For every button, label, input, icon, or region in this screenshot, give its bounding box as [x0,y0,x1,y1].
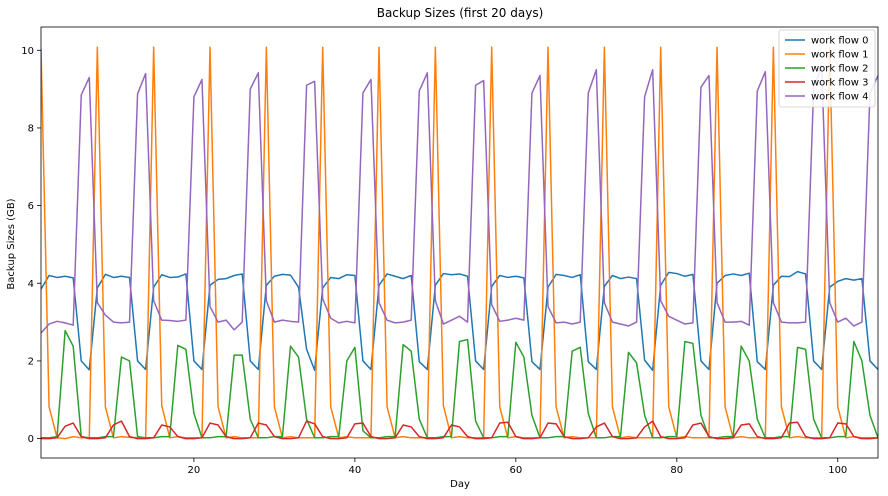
y-tick-label: 8 [28,123,34,134]
y-tick-label: 10 [21,46,34,57]
y-tick-label: 2 [28,356,34,367]
x-axis-label: Day [450,479,470,490]
legend-label-work-flow-1: work flow 1 [811,50,869,61]
legend-label-work-flow-2: work flow 2 [811,64,869,75]
y-axis-label: Backup Sizes (GB) [6,198,17,289]
plot-area: 20 40 60 80 100 0 2 4 6 8 10 work flow 0 work flow 1… [21,26,879,476]
y-tick-label: 6 [28,201,34,212]
legend-box [778,29,876,108]
y-tick-label: 4 [28,279,34,290]
chart-title: Backup Sizes (first 20 days) [377,6,544,20]
legend-label-work-flow-0: work flow 0 [811,36,869,47]
x-tick-label: 40 [349,465,362,476]
legend-label-work-flow-4: work flow 4 [811,92,869,103]
series-line-work-flow-0 [41,270,878,371]
x-tick-label: 20 [188,465,201,476]
series-line-work-flow-2 [41,329,878,439]
axes-frame [40,26,879,459]
series-line-work-flow-3 [41,420,878,440]
x-tick-label: 80 [670,465,683,476]
legend-label-work-flow-3: work flow 3 [811,78,869,89]
series-line-work-flow-4 [41,65,878,334]
y-tick-label: 0 [28,434,34,445]
x-tick-label: 100 [828,465,847,476]
x-tick-label: 60 [509,465,522,476]
